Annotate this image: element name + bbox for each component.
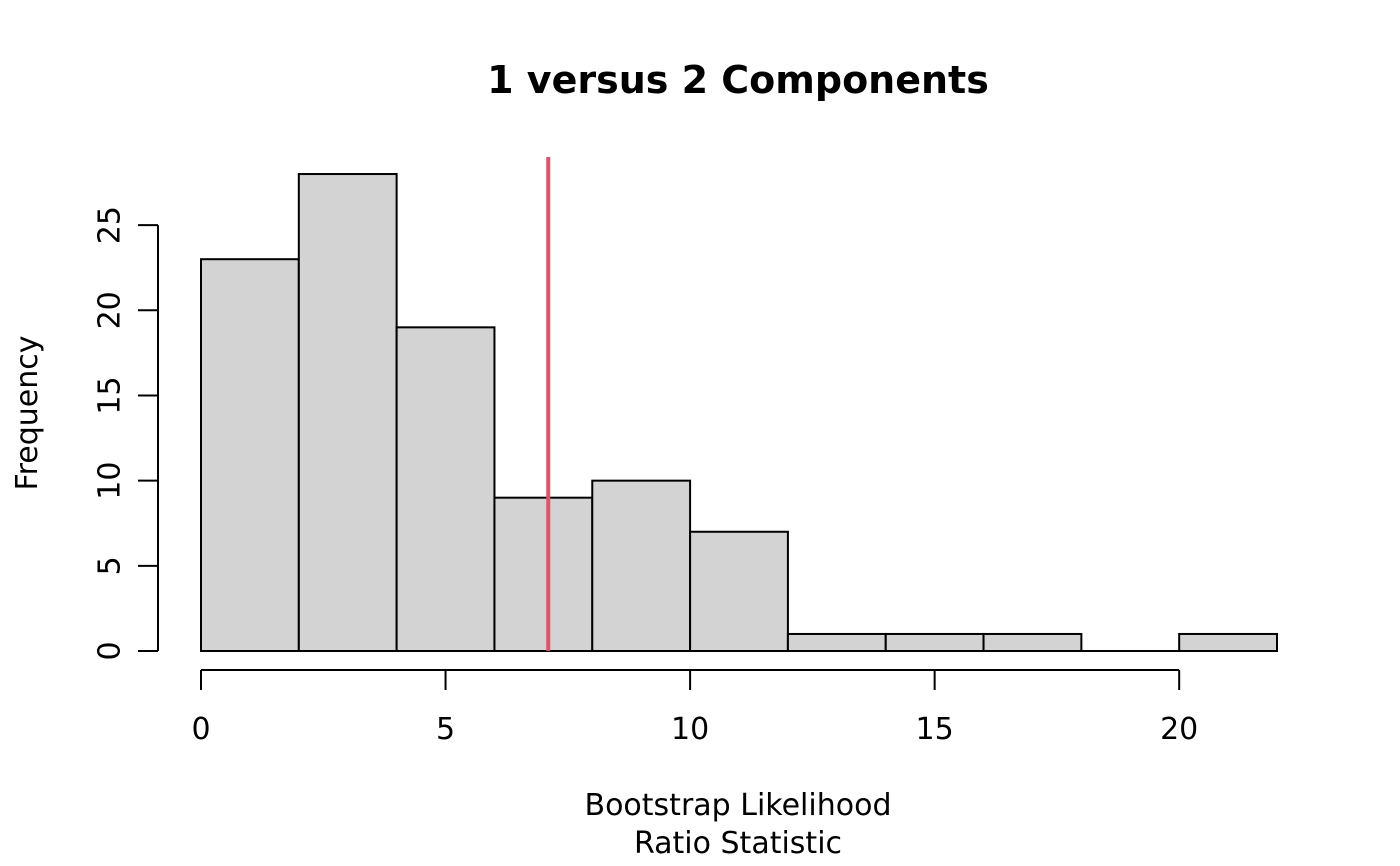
- y-tick-label: 0: [93, 641, 128, 660]
- y-tick-label: 20: [93, 291, 128, 329]
- histogram-bar: [591, 479, 692, 653]
- histogram-bar: [982, 632, 1083, 652]
- x-tick-label: 0: [191, 712, 210, 747]
- x-axis: 0 5 10 15 20: [191, 669, 1198, 747]
- y-tick-label: 5: [93, 556, 128, 575]
- y-tick-label: 25: [93, 206, 128, 244]
- y-tick-label: 10: [93, 462, 128, 500]
- histogram-bars: [200, 173, 1278, 653]
- histogram-bar: [689, 530, 789, 652]
- x-axis-label-line-2: Ratio Statistic: [634, 826, 842, 861]
- x-axis-label-line-1: Bootstrap Likelihood: [585, 788, 892, 823]
- y-axis-label: Frequency: [10, 336, 45, 491]
- y-tick-label: 15: [93, 376, 128, 414]
- histogram-bar: [200, 258, 300, 652]
- chart-title: 1 versus 2 Components: [487, 58, 989, 102]
- x-tick-label: 10: [671, 712, 709, 747]
- histogram-bar: [493, 496, 594, 653]
- histogram-bar: [786, 632, 887, 652]
- x-tick-label: 20: [1160, 712, 1198, 747]
- histogram-bar: [884, 632, 985, 652]
- x-tick-label: 15: [916, 712, 954, 747]
- y-axis: 0 5 10 15 20 25: [93, 206, 159, 661]
- x-tick-label: 5: [436, 712, 455, 747]
- histogram-bar: [297, 173, 398, 652]
- histogram-bar: [1178, 632, 1278, 652]
- histogram-bar: [395, 326, 496, 652]
